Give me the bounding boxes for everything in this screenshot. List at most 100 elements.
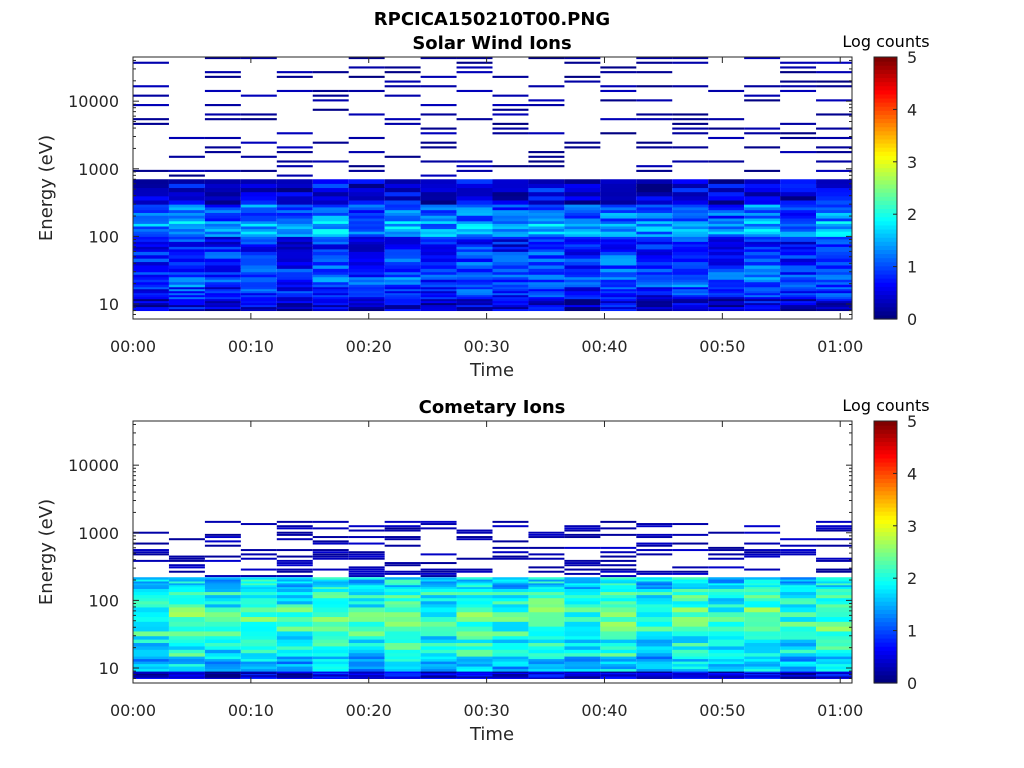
heatmap-cell [240, 233, 277, 237]
heatmap-cell [636, 286, 673, 290]
heatmap-cell [348, 584, 385, 588]
heatmap-cell [636, 169, 673, 172]
heatmap-cell [780, 284, 817, 288]
heatmap-cell [168, 588, 205, 593]
colorbar-segment [874, 265, 897, 271]
heatmap-cell [600, 606, 637, 613]
heatmap-cell [348, 591, 385, 596]
heatmap-cell [492, 223, 529, 227]
heatmap-cell [312, 549, 349, 552]
heatmap-cell [456, 274, 493, 278]
colorbar-segment [874, 65, 897, 70]
heatmap-cell [204, 212, 241, 216]
heatmap-cell [420, 141, 457, 144]
colorbar-segment [874, 588, 897, 594]
heatmap-cell [600, 248, 637, 252]
heatmap-cell [456, 238, 493, 242]
heatmap-cell [636, 533, 673, 536]
heatmap-cell [276, 594, 313, 599]
heatmap-cell [780, 597, 817, 602]
heatmap-cell [564, 226, 601, 230]
heatmap-cell [492, 248, 529, 252]
heatmap-cell [816, 639, 852, 644]
heatmap-cell [636, 118, 673, 121]
heatmap-cell [240, 666, 277, 670]
heatmap-cell [384, 155, 421, 158]
heatmap-cell [672, 635, 709, 640]
heatmap-cell [276, 284, 313, 288]
heatmap-cell [384, 292, 421, 296]
heatmap-cell [492, 104, 529, 107]
heatmap-cell [168, 204, 205, 208]
heatmap-cell [456, 600, 493, 605]
heatmap-cell [564, 199, 601, 205]
heatmap-cell [240, 292, 277, 296]
heatmap-cell [168, 591, 205, 596]
heatmap-cell [240, 603, 277, 608]
heatmap-cell [564, 286, 601, 290]
heatmap-cell [744, 300, 781, 304]
heatmap-cell [456, 254, 493, 259]
colorbar-segment [874, 543, 897, 549]
heatmap-cell [564, 673, 601, 676]
heatmap-cell [780, 544, 817, 547]
colorbar-segment [874, 494, 897, 500]
heatmap-cell [240, 672, 277, 675]
heatmap-cell [636, 146, 673, 149]
heatmap-cell [564, 228, 601, 232]
heatmap-cell [780, 674, 817, 677]
heatmap-cell [420, 220, 457, 224]
heatmap-cell [672, 579, 709, 582]
heatmap-cell [708, 288, 745, 292]
heatmap-cell [276, 204, 313, 208]
heatmap-cell [348, 656, 385, 660]
heatmap-cell [744, 582, 781, 586]
heatmap-cell [276, 174, 313, 177]
heatmap-cell [204, 594, 241, 599]
heatmap-cell [564, 204, 601, 208]
heatmap-cell [780, 639, 817, 644]
heatmap-cell [636, 209, 673, 213]
heatmap-cell [492, 228, 529, 232]
heatmap-cell [240, 206, 277, 211]
heatmap-cell [816, 151, 852, 154]
heatmap-cell [672, 113, 709, 116]
heatmap-cell [384, 238, 421, 242]
heatmap-cell [312, 228, 349, 232]
heatmap-cell [492, 195, 529, 201]
heatmap-cell [672, 603, 709, 608]
heatmap-cell [240, 276, 277, 280]
colorbar-segment [874, 502, 897, 508]
heatmap-cell [168, 564, 205, 567]
heatmap-cell [168, 639, 205, 644]
heatmap-cell [456, 226, 493, 230]
heatmap-cell [312, 71, 349, 74]
heatmap-cell [276, 645, 313, 650]
heatmap-cell [456, 183, 493, 189]
colorbar-segment [874, 613, 897, 619]
heatmap-cell [384, 231, 421, 235]
heatmap-cell [168, 676, 205, 678]
heatmap-cell [636, 656, 673, 660]
colorbar-segment [874, 576, 897, 582]
heatmap-cell [636, 296, 673, 300]
heatmap-cell [312, 658, 349, 662]
heatmap-cell [780, 588, 817, 593]
heatmap-cell [133, 304, 169, 308]
heatmap-cell [133, 261, 169, 266]
colorbar-frame [873, 420, 898, 684]
heatmap-cell [420, 621, 457, 627]
heatmap-cell [816, 292, 852, 296]
heatmap-cell [780, 580, 817, 584]
heatmap-cell [600, 292, 637, 296]
heatmap-cell [240, 228, 277, 232]
heatmap-cell [384, 212, 421, 216]
heatmap-cell [600, 206, 637, 211]
heatmap-cell [492, 557, 529, 560]
heatmap-cell [348, 218, 385, 222]
heatmap-cell [600, 652, 637, 657]
heatmap-cell [240, 155, 277, 158]
heatmap-cell [168, 300, 205, 304]
heatmap-cell [312, 241, 349, 245]
